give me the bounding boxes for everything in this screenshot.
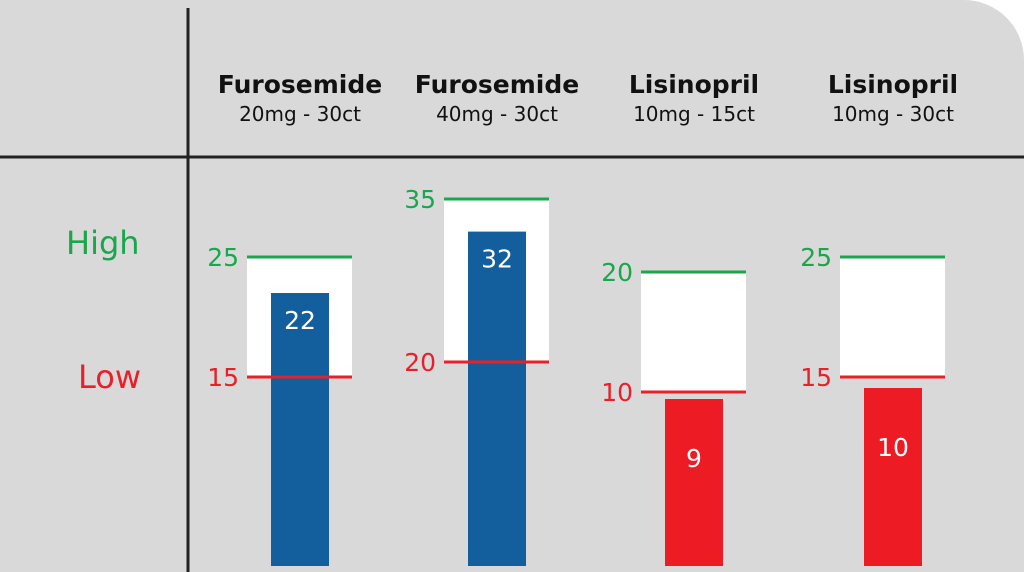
chart-columns: 25 15 22 35 20 32 20 10 9 25 15 10: [207, 185, 945, 566]
low-row-label: Low: [78, 358, 142, 396]
column-header-detail: 10mg - 15ct: [633, 102, 755, 126]
column-header-name: Lisinopril: [628, 70, 760, 99]
column-header-name: Furosemide: [217, 70, 383, 99]
high-row-label: High: [66, 224, 140, 262]
value-bar: [468, 231, 526, 566]
column-header-detail: 20mg - 30ct: [239, 102, 361, 126]
target-range-box: [641, 272, 746, 392]
low-threshold-label: 20: [404, 348, 436, 377]
low-threshold-label: 15: [207, 363, 239, 392]
column-header-name: Furosemide: [414, 70, 580, 99]
high-threshold-label: 25: [800, 243, 832, 272]
low-threshold-label: 10: [601, 378, 633, 407]
value-bar: [271, 293, 329, 566]
high-threshold-label: 20: [601, 258, 633, 287]
target-range-box: [840, 257, 945, 377]
high-threshold-label: 35: [404, 185, 436, 214]
bar-value-label: 10: [877, 433, 909, 462]
bar-value-label: 9: [686, 444, 702, 473]
column-header-detail: 40mg - 30ct: [436, 102, 558, 126]
bar-value-label: 22: [284, 306, 316, 335]
low-threshold-label: 15: [800, 363, 832, 392]
column-header-name: Lisinopril: [827, 70, 959, 99]
value-bar: [665, 399, 723, 566]
bar-value-label: 32: [481, 245, 513, 274]
high-threshold-label: 25: [207, 243, 239, 272]
column-header-detail: 10mg - 30ct: [832, 102, 954, 126]
value-bar: [864, 388, 922, 566]
